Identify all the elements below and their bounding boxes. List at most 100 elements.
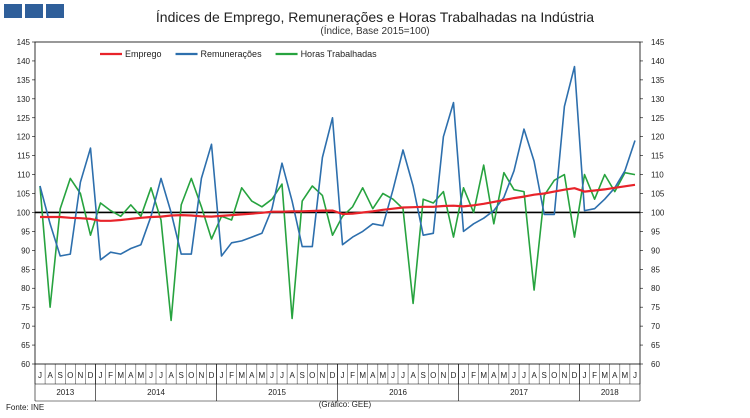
month-tick-label: A [370, 371, 376, 380]
y-tick-label-right: 60 [651, 360, 660, 369]
month-tick-label: M [622, 371, 629, 380]
month-tick-label: A [249, 371, 255, 380]
month-tick-label: M [359, 371, 366, 380]
series-line-horas-trabalhadas [39, 164, 636, 322]
month-tick-label: N [561, 371, 567, 380]
y-tick-label-right: 135 [651, 76, 665, 85]
month-tick-label: D [330, 371, 336, 380]
y-tick-label-left: 105 [17, 190, 31, 199]
series-line-emprego [40, 183, 636, 222]
y-tick-label-left: 85 [21, 265, 30, 274]
year-tick-label: 2016 [389, 388, 407, 397]
month-tick-label: M [480, 371, 487, 380]
legend-label-emprego: Emprego [125, 49, 162, 59]
y-tick-label-left: 95 [21, 227, 30, 236]
y-tick-label-left: 135 [17, 76, 31, 85]
legend-label-horas-trabalhadas: Horas Trabalhadas [301, 49, 378, 59]
month-tick-label: S [300, 371, 305, 380]
y-tick-label-left: 75 [21, 303, 30, 312]
chart-title: Índices de Emprego, Remunerações e Horas… [155, 9, 595, 25]
month-tick-label: A [47, 371, 53, 380]
month-tick-label: D [451, 371, 457, 380]
chart-subtitle: (Índice, Base 2015=100) [320, 26, 430, 37]
month-tick-label: D [209, 371, 215, 380]
logo-square [4, 4, 22, 18]
month-tick-label: A [410, 371, 416, 380]
y-tick-label-right: 90 [651, 246, 660, 255]
month-tick-label: N [319, 371, 325, 380]
y-tick-label-left: 130 [17, 95, 31, 104]
month-tick-label: J [220, 371, 224, 380]
month-tick-label: O [188, 371, 194, 380]
y-tick-label-right: 100 [651, 208, 665, 217]
y-tick-label-left: 140 [17, 57, 31, 66]
month-tick-label: D [572, 371, 578, 380]
series-line-remuneracoes [39, 65, 636, 261]
month-tick-label: O [67, 371, 73, 380]
y-tick-label-left: 80 [21, 284, 30, 293]
month-tick-label: D [88, 371, 94, 380]
month-tick-label: J [341, 371, 345, 380]
year-tick-label: 2013 [56, 388, 74, 397]
month-tick-label: F [592, 371, 597, 380]
y-tick-label-left: 115 [17, 152, 30, 161]
y-tick-label-right: 95 [651, 227, 660, 236]
month-tick-label: A [289, 371, 295, 380]
y-tick-label-right: 75 [651, 303, 660, 312]
month-tick-label: M [238, 371, 245, 380]
y-tick-label-right: 145 [651, 38, 665, 47]
logo-square [25, 4, 43, 18]
y-tick-label-left: 120 [17, 133, 31, 142]
month-tick-label: J [391, 371, 395, 380]
month-tick-label: F [471, 371, 476, 380]
logo-square [46, 4, 64, 18]
month-tick-label: M [138, 371, 145, 380]
month-tick-label: J [99, 371, 103, 380]
month-tick-label: J [462, 371, 466, 380]
month-tick-label: N [440, 371, 446, 380]
month-tick-label: A [491, 371, 497, 380]
month-tick-label: M [380, 371, 387, 380]
month-tick-label: J [149, 371, 153, 380]
y-tick-label-left: 65 [21, 341, 30, 350]
month-tick-label: S [542, 371, 547, 380]
month-tick-label: M [117, 371, 124, 380]
month-tick-label: M [601, 371, 608, 380]
month-tick-label: S [179, 371, 184, 380]
chart-credit: (Gráfico: GEE) [318, 400, 372, 409]
y-tick-label-left: 125 [17, 114, 31, 123]
y-tick-label-left: 90 [21, 246, 30, 255]
month-tick-label: A [168, 371, 174, 380]
month-tick-label: M [259, 371, 266, 380]
month-tick-label: A [128, 371, 134, 380]
month-tick-label: F [350, 371, 355, 380]
month-tick-label: J [159, 371, 163, 380]
month-tick-label: F [108, 371, 113, 380]
month-tick-label: M [501, 371, 508, 380]
year-tick-label: 2017 [510, 388, 528, 397]
year-tick-label: 2014 [147, 388, 165, 397]
y-tick-label-left: 145 [17, 38, 31, 47]
month-tick-label: J [512, 371, 516, 380]
y-tick-label-left: 70 [21, 322, 30, 331]
month-tick-label: O [430, 371, 436, 380]
publisher-logo [4, 4, 64, 18]
y-tick-label-left: 100 [17, 208, 31, 217]
y-tick-label-right: 105 [651, 190, 665, 199]
month-tick-label: A [531, 371, 537, 380]
month-tick-label: J [583, 371, 587, 380]
y-tick-label-right: 80 [651, 284, 660, 293]
y-tick-label-right: 70 [651, 322, 660, 331]
month-tick-label: A [612, 371, 618, 380]
y-tick-label-left: 60 [21, 360, 30, 369]
month-tick-label: J [522, 371, 526, 380]
month-tick-label: J [270, 371, 274, 380]
month-tick-label: F [229, 371, 234, 380]
month-tick-label: N [77, 371, 83, 380]
month-tick-label: J [38, 371, 42, 380]
y-tick-label-left: 110 [17, 171, 30, 180]
month-tick-label: O [309, 371, 315, 380]
year-tick-label: 2015 [268, 388, 286, 397]
year-tick-label: 2018 [601, 388, 619, 397]
